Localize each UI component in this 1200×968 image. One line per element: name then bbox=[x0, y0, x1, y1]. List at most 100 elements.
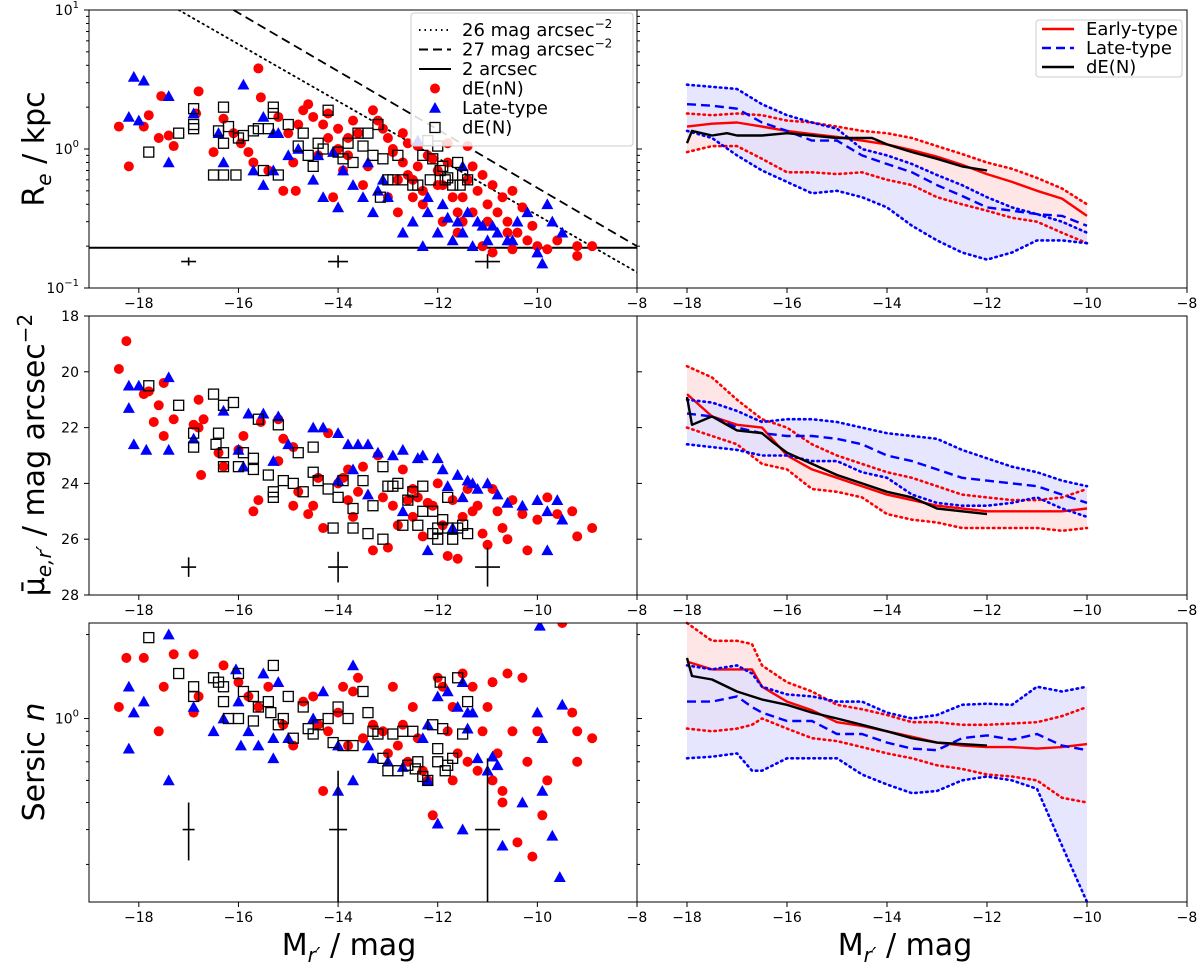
data-point-dEN bbox=[173, 667, 185, 680]
x-tick-label: −12 bbox=[972, 603, 1002, 619]
data-point-dEN bbox=[257, 164, 270, 177]
data-point-dEN bbox=[207, 388, 220, 400]
data-point-dEN bbox=[307, 441, 319, 453]
data-point-dEnN bbox=[248, 506, 259, 517]
data-point-dEnN bbox=[253, 495, 264, 506]
data-point-dEnN bbox=[402, 495, 413, 506]
data-point-dEnN bbox=[367, 105, 378, 116]
x-axis-label: Mr′ / mag bbox=[838, 928, 973, 967]
data-point-late-type bbox=[416, 732, 429, 744]
data-point-late-type bbox=[531, 706, 544, 718]
series-line-early-type-upper bbox=[685, 364, 1089, 502]
data-point-late-type bbox=[162, 90, 175, 101]
y-tick-label: 28 bbox=[61, 588, 79, 604]
data-point-dEnN bbox=[308, 111, 319, 122]
data-point-dEnN bbox=[392, 740, 403, 751]
data-point-late-type bbox=[516, 499, 529, 511]
data-point-dEN bbox=[452, 156, 464, 169]
data-point-dEN bbox=[267, 107, 279, 120]
data-point-dEnN bbox=[397, 464, 408, 475]
y-tick-base: 10 bbox=[55, 142, 73, 158]
data-point-late-type bbox=[232, 695, 245, 707]
data-point-dEnN bbox=[417, 531, 428, 542]
series-line-de-n-median bbox=[685, 657, 988, 747]
data-point-dEN bbox=[374, 191, 387, 203]
y-axis-label-main: Sersic bbox=[17, 722, 52, 822]
data-point-late-type bbox=[451, 215, 464, 227]
data-point-dEnN bbox=[358, 733, 368, 744]
data-point-dEnN bbox=[248, 157, 259, 168]
data-point-dEnN bbox=[427, 810, 438, 821]
plot-area bbox=[113, 336, 598, 587]
x-tick-label: −8 bbox=[1177, 910, 1198, 926]
data-point-late-type bbox=[242, 725, 255, 737]
data-point-dEN bbox=[143, 146, 155, 158]
data-point-dEnN bbox=[367, 545, 378, 556]
y-tick-label: 101 bbox=[55, 0, 79, 19]
data-point-late-type bbox=[533, 623, 546, 631]
data-point-late-type bbox=[436, 463, 449, 475]
data-point-dEN bbox=[456, 728, 469, 740]
legend-label-text: 27 mag arcsec bbox=[462, 40, 595, 61]
data-point-dEnN bbox=[567, 707, 578, 718]
data-point-late-type bbox=[347, 179, 360, 190]
data-point-dEnN bbox=[397, 128, 408, 139]
data-point-dEnN bbox=[472, 500, 483, 511]
data-point-late-type bbox=[122, 680, 135, 692]
x-axis-label-main: M bbox=[282, 928, 308, 963]
data-point-dEN bbox=[217, 695, 230, 708]
data-point-dEnN bbox=[462, 756, 473, 767]
data-point-dEnN bbox=[482, 701, 493, 712]
data-point-dEnN bbox=[218, 461, 229, 472]
data-point-dEnN bbox=[138, 652, 149, 663]
data-point-dEnN bbox=[158, 430, 169, 441]
data-point-late-type bbox=[122, 402, 135, 413]
data-point-dEN bbox=[447, 533, 459, 545]
data-point-dEN bbox=[247, 463, 260, 476]
data-point-dEnN bbox=[402, 138, 413, 149]
data-point-late-type bbox=[441, 685, 454, 697]
data-point-dEN bbox=[362, 527, 374, 540]
y-axis-label-italic: n bbox=[17, 703, 52, 722]
data-point-dEN bbox=[347, 156, 359, 169]
data-point-dEnN bbox=[572, 250, 583, 261]
x-axis-label-rest: / mag bbox=[320, 928, 416, 963]
x-tick-label: −18 bbox=[672, 910, 702, 926]
data-point-late-type bbox=[431, 690, 444, 702]
data-point-late-type bbox=[491, 759, 504, 771]
data-point-late-type bbox=[132, 114, 145, 126]
x-tick-label: −18 bbox=[124, 296, 154, 312]
x-tick-label: −16 bbox=[224, 603, 254, 619]
y-tick-label: 24 bbox=[61, 476, 79, 492]
data-point-dEN bbox=[297, 127, 309, 139]
data-point-dEnN bbox=[430, 83, 440, 94]
data-point-dEnN bbox=[522, 756, 533, 767]
data-point-dEnN bbox=[243, 147, 254, 158]
data-point-late-type bbox=[491, 226, 504, 238]
x-axis-label: Mr′ / mag bbox=[282, 928, 417, 967]
data-point-dEnN bbox=[472, 185, 483, 196]
data-point-dEN bbox=[432, 533, 444, 545]
data-point-late-type bbox=[546, 215, 559, 227]
x-axis-label-rest: / mag bbox=[876, 928, 972, 963]
x-tick-label: −12 bbox=[423, 296, 453, 312]
data-point-dEnN bbox=[382, 132, 393, 143]
data-point-dEN bbox=[187, 103, 200, 115]
data-point-dEnN bbox=[497, 785, 508, 796]
legend-label-exponent: −2 bbox=[595, 17, 613, 31]
data-point-late-type bbox=[366, 752, 379, 764]
data-point-dEnN bbox=[288, 500, 299, 511]
data-point-dEnN bbox=[153, 132, 164, 143]
data-point-late-type bbox=[411, 452, 424, 464]
data-point-dEN bbox=[272, 169, 284, 181]
data-point-dEN bbox=[362, 706, 374, 719]
data-point-dEnN bbox=[303, 99, 314, 110]
data-point-dEN bbox=[252, 413, 265, 425]
y-tick-label: 22 bbox=[61, 421, 79, 437]
series-line-de-n-median bbox=[685, 129, 988, 172]
data-point-dEnN bbox=[338, 681, 349, 692]
data-point-late-type bbox=[282, 149, 295, 161]
data-point-dEN bbox=[173, 399, 185, 411]
data-point-late-type bbox=[456, 226, 469, 238]
data-point-dEN bbox=[217, 101, 230, 113]
